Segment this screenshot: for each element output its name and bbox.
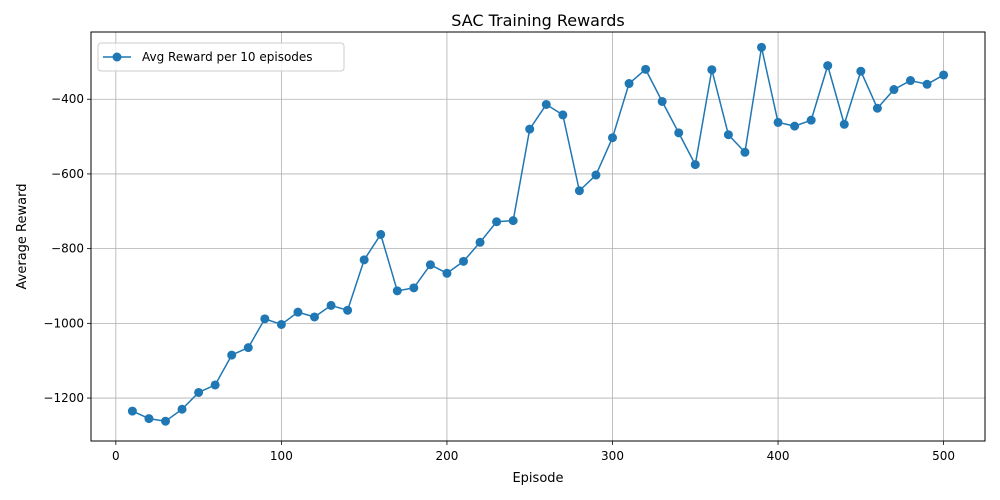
- plot-area-frame: [90, 31, 986, 442]
- data-point: [492, 217, 502, 227]
- legend-box: [97, 42, 345, 72]
- series-line: [132, 46, 944, 422]
- data-point: [227, 350, 237, 360]
- legend-label: Avg Reward per 10 episodes: [142, 50, 313, 64]
- gridlines: [91, 32, 985, 441]
- axis-ticks: 0 100 200 300 400 500 −1200 −1000 −800 −600 −400: [43, 92, 955, 463]
- data-point: [624, 79, 634, 89]
- x-tick-label: 500: [932, 449, 955, 463]
- data-point: [326, 300, 336, 310]
- data-point: [359, 255, 369, 265]
- data-point: [425, 260, 435, 270]
- y-tick-label: −400: [51, 92, 84, 106]
- data-point: [872, 103, 882, 113]
- legend: Avg Reward per 10 episodes: [97, 42, 345, 72]
- data-point: [790, 121, 800, 131]
- data-point: [310, 312, 319, 322]
- y-tick-label: −1000: [43, 316, 84, 330]
- data-point: [922, 79, 932, 89]
- data-point: [839, 119, 849, 129]
- data-point: [823, 61, 833, 71]
- x-tick-label: 0: [112, 449, 120, 463]
- data-point: [574, 186, 584, 196]
- x-axis-label: Episode: [512, 471, 563, 486]
- data-point: [558, 110, 568, 120]
- x-tick-label: 200: [435, 449, 458, 463]
- data-point: [260, 314, 270, 324]
- data-point: [293, 307, 303, 317]
- data-point: [889, 85, 899, 95]
- y-tick-label: −1200: [43, 391, 84, 405]
- data-point: [740, 147, 750, 157]
- data-point: [608, 133, 617, 143]
- data-point: [657, 96, 667, 106]
- series-avg-reward: [127, 42, 949, 426]
- data-point: [674, 128, 684, 138]
- legend-marker-swatch: [112, 52, 122, 62]
- data-point: [541, 99, 551, 109]
- chart-title: SAC Training Rewards: [451, 11, 625, 30]
- x-tick-label: 300: [601, 449, 624, 463]
- data-point: [127, 406, 137, 416]
- data-point: [707, 65, 717, 75]
- y-tick-label: −800: [51, 242, 84, 256]
- data-point: [939, 70, 949, 80]
- data-point: [856, 66, 866, 76]
- data-point: [906, 76, 915, 86]
- data-point: [757, 42, 766, 52]
- data-point: [392, 286, 402, 296]
- data-point: [723, 130, 733, 140]
- data-point: [442, 268, 452, 278]
- data-point: [773, 117, 783, 127]
- x-tick-label: 400: [767, 449, 790, 463]
- data-point: [459, 256, 468, 266]
- y-axis-label: Average Reward: [15, 184, 30, 290]
- y-tick-label: −600: [51, 167, 84, 181]
- data-point: [376, 229, 386, 239]
- data-point: [343, 305, 353, 315]
- data-point: [409, 283, 419, 293]
- data-point: [525, 124, 535, 134]
- data-point: [276, 319, 286, 329]
- data-point: [690, 160, 700, 170]
- data-point: [641, 64, 651, 74]
- data-point: [508, 216, 518, 226]
- data-point: [475, 237, 485, 247]
- data-point: [210, 380, 220, 390]
- data-point: [591, 170, 601, 180]
- data-point: [194, 387, 204, 397]
- data-point: [144, 414, 154, 424]
- x-tick-label: 100: [270, 449, 293, 463]
- data-point: [243, 343, 253, 353]
- data-point: [806, 115, 816, 125]
- data-point: [177, 404, 187, 414]
- data-point: [161, 416, 170, 426]
